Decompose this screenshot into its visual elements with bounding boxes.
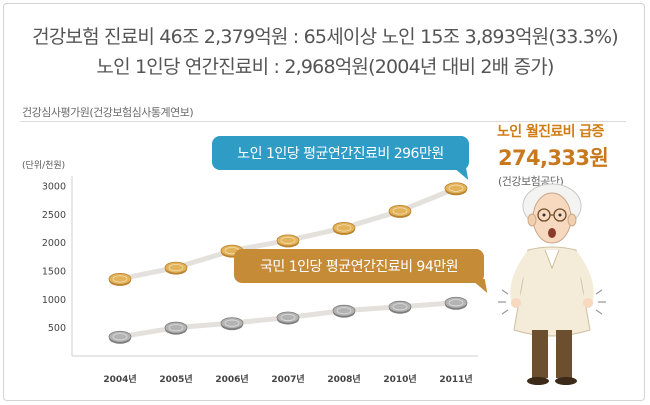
data-point (448, 299, 464, 307)
callout-elderly-annual-cost: 노인 1인당 평균연간진료비 296만원 (212, 136, 469, 170)
data-point (112, 333, 128, 341)
x-tick-label: 2010년 (383, 373, 416, 385)
data-point (280, 313, 296, 322)
side-value: 274,333원 (498, 146, 609, 170)
data-point (392, 303, 408, 311)
chart-source-label: 건강심사평가원(건강보험심사통계연보) (22, 106, 194, 119)
y-tick-label: 1000 (42, 295, 66, 306)
data-point (220, 317, 244, 330)
data-point (108, 273, 132, 285)
y-tick-label: 1500 (42, 267, 66, 278)
data-point (332, 304, 356, 317)
data-point (388, 300, 412, 313)
headline-total-cost: 건강보험 진료비 46조 2,379억원 : 65세이상 노인 15조 3,89… (32, 26, 619, 48)
data-point (336, 307, 352, 315)
side-title: 노인 월진료비 급증 (497, 124, 604, 140)
data-point (112, 275, 128, 283)
y-tick-label: 2500 (42, 210, 66, 221)
data-point (448, 184, 464, 192)
x-tick-label: 2006년 (215, 373, 248, 385)
callout-national-annual-cost: 국민 1인당 평균연간진료비 94만원 (234, 249, 484, 283)
data-point (164, 261, 188, 274)
data-point (164, 321, 188, 334)
data-point (444, 296, 468, 309)
data-point (108, 330, 132, 343)
headline-per-capita: 노인 1인당 연간진료비 : 2,968억원(2004년 대비 2배 증가) (96, 56, 554, 78)
y-tick-label: 500 (48, 323, 66, 334)
data-point (392, 207, 408, 215)
y-axis-unit-label: (단위/천원) (22, 161, 66, 171)
data-point (444, 182, 468, 195)
y-tick-label: 3000 (42, 182, 66, 193)
data-point (280, 236, 296, 244)
x-tick-label: 2008년 (327, 373, 360, 385)
data-point (276, 234, 300, 247)
x-tick-label: 2011년 (439, 373, 472, 385)
x-tick-label: 2007년 (271, 373, 304, 385)
data-point (388, 205, 412, 217)
data-point (332, 222, 356, 234)
y-tick-label: 2000 (42, 238, 66, 249)
data-point (336, 224, 352, 232)
data-point (168, 263, 184, 272)
x-tick-label: 2004년 (103, 373, 136, 385)
x-tick-label: 2005년 (159, 373, 192, 385)
data-point (224, 319, 240, 327)
side-source: (건강보험공단) (498, 175, 564, 188)
source-divider (20, 121, 626, 122)
data-point (276, 311, 300, 324)
data-point (168, 324, 184, 332)
